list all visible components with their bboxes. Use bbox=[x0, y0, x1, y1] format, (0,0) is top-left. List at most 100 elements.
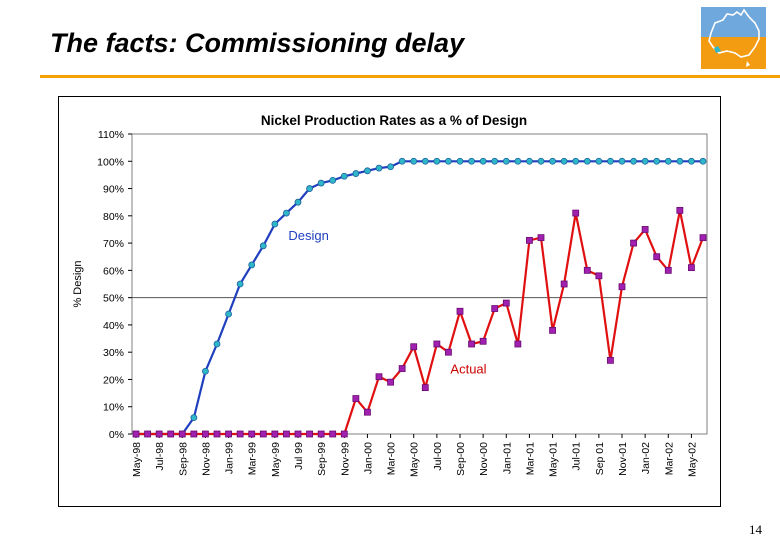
actual-data-point bbox=[398, 365, 406, 372]
x-tick-label: Nov-98 bbox=[200, 442, 212, 476]
x-tick-label: May-00 bbox=[409, 442, 421, 477]
actual-data-point bbox=[630, 239, 637, 247]
actual-data-point bbox=[155, 430, 163, 438]
actual-data-point bbox=[607, 356, 614, 364]
design-data-point bbox=[653, 157, 661, 165]
y-tick-label: 40% bbox=[103, 320, 124, 332]
actual-data-point bbox=[364, 408, 371, 416]
y-tick-label: 80% bbox=[103, 211, 124, 223]
y-tick-label: 10% bbox=[103, 402, 124, 414]
actual-data-point bbox=[190, 430, 198, 438]
actual-data-point bbox=[433, 340, 441, 348]
nickel-production-chart: Nickel Production Rates as a % of Design… bbox=[72, 113, 708, 477]
actual-data-point bbox=[641, 226, 649, 233]
x-tick-label: May-99 bbox=[270, 442, 282, 477]
actual-data-point bbox=[421, 384, 429, 392]
x-tick-label: Sep-98 bbox=[177, 442, 189, 476]
x-tick-label: Jul-98 bbox=[154, 442, 166, 471]
design-data-point bbox=[607, 157, 614, 165]
actual-data-point bbox=[294, 430, 302, 438]
design-data-point bbox=[491, 157, 499, 165]
x-tick-label: Jul-00 bbox=[432, 442, 444, 471]
design-data-point bbox=[630, 157, 637, 165]
design-data-point bbox=[618, 157, 626, 165]
actual-data-point bbox=[271, 430, 279, 438]
design-data-point bbox=[225, 310, 232, 318]
actual-data-point bbox=[595, 272, 603, 280]
design-data-point bbox=[329, 176, 337, 184]
design-data-point bbox=[340, 172, 348, 180]
chart-title: Nickel Production Rates as a % of Design bbox=[261, 113, 527, 128]
design-data-point bbox=[294, 198, 302, 206]
design-data-point bbox=[213, 340, 221, 348]
design-data-point bbox=[514, 157, 522, 165]
design-data-point bbox=[190, 414, 198, 422]
actual-data-point bbox=[537, 234, 545, 242]
actual-data-point bbox=[144, 430, 151, 438]
y-tick-label: 70% bbox=[103, 238, 124, 250]
actual-data-point bbox=[676, 206, 684, 214]
x-tick-label: Sep-00 bbox=[455, 442, 467, 476]
australia-outline-icon bbox=[708, 8, 760, 58]
actual-data-point bbox=[526, 236, 533, 244]
design-data-point bbox=[664, 157, 672, 165]
australia-logo bbox=[697, 3, 770, 73]
design-data-point bbox=[259, 242, 267, 250]
design-annotation: Design bbox=[288, 228, 328, 243]
design-data-point bbox=[468, 157, 475, 165]
actual-data-point bbox=[583, 266, 591, 274]
actual-data-point bbox=[202, 430, 209, 438]
x-tick-label: Jan-01 bbox=[501, 442, 513, 474]
design-data-point bbox=[583, 157, 591, 165]
design-data-point bbox=[283, 209, 290, 217]
design-data-point bbox=[433, 157, 441, 165]
y-tick-label: 50% bbox=[103, 293, 124, 305]
actual-data-point bbox=[283, 430, 290, 438]
y-tick-label: 90% bbox=[103, 184, 124, 196]
actual-data-point bbox=[259, 430, 267, 438]
x-tick-label: Nov-01 bbox=[617, 442, 629, 476]
x-tick-label: Mar-01 bbox=[524, 442, 536, 475]
actual-data-point bbox=[468, 340, 475, 348]
x-tick-label: May-01 bbox=[548, 442, 560, 477]
x-tick-label: Jan-99 bbox=[224, 442, 236, 474]
x-tick-label: Jan-00 bbox=[362, 442, 374, 474]
x-tick-label: Jul 99 bbox=[293, 442, 305, 470]
design-data-point bbox=[387, 163, 394, 171]
design-data-point bbox=[549, 157, 556, 165]
design-data-point bbox=[236, 280, 244, 288]
actual-data-point bbox=[306, 430, 313, 438]
actual-data-point bbox=[514, 340, 522, 348]
x-tick-label: Jul-01 bbox=[571, 442, 583, 471]
x-tick-label: Mar-99 bbox=[247, 442, 259, 475]
design-data-point bbox=[398, 157, 406, 165]
actual-data-point bbox=[178, 430, 186, 438]
design-data-point bbox=[595, 157, 603, 165]
actual-data-point bbox=[572, 209, 580, 217]
actual-data-point bbox=[225, 430, 232, 438]
plot-area bbox=[131, 133, 708, 435]
x-tick-label: Sep 01 bbox=[594, 442, 606, 475]
actual-series-line bbox=[136, 209, 705, 436]
actual-data-point bbox=[213, 430, 221, 438]
logo-triangle-icon bbox=[714, 46, 721, 53]
design-data-point bbox=[688, 157, 695, 165]
design-data-point bbox=[699, 157, 707, 165]
design-data-point bbox=[526, 157, 533, 165]
actual-data-point bbox=[387, 378, 394, 386]
design-data-point bbox=[375, 164, 383, 172]
actual-data-point bbox=[410, 343, 418, 351]
actual-data-point bbox=[664, 266, 672, 274]
actual-data-point bbox=[699, 234, 707, 242]
y-tick-label: 30% bbox=[103, 347, 124, 359]
design-data-point bbox=[537, 157, 545, 165]
actual-data-point bbox=[352, 395, 360, 402]
y-tick-label: 60% bbox=[103, 265, 124, 277]
tasmania-icon bbox=[746, 61, 750, 67]
x-tick-label: Sep-99 bbox=[316, 442, 328, 476]
actual-data-point bbox=[375, 373, 383, 381]
y-tick-label: 0% bbox=[109, 429, 124, 441]
actual-data-point bbox=[132, 430, 140, 438]
actual-data-point bbox=[248, 430, 256, 438]
design-data-point bbox=[364, 167, 371, 175]
